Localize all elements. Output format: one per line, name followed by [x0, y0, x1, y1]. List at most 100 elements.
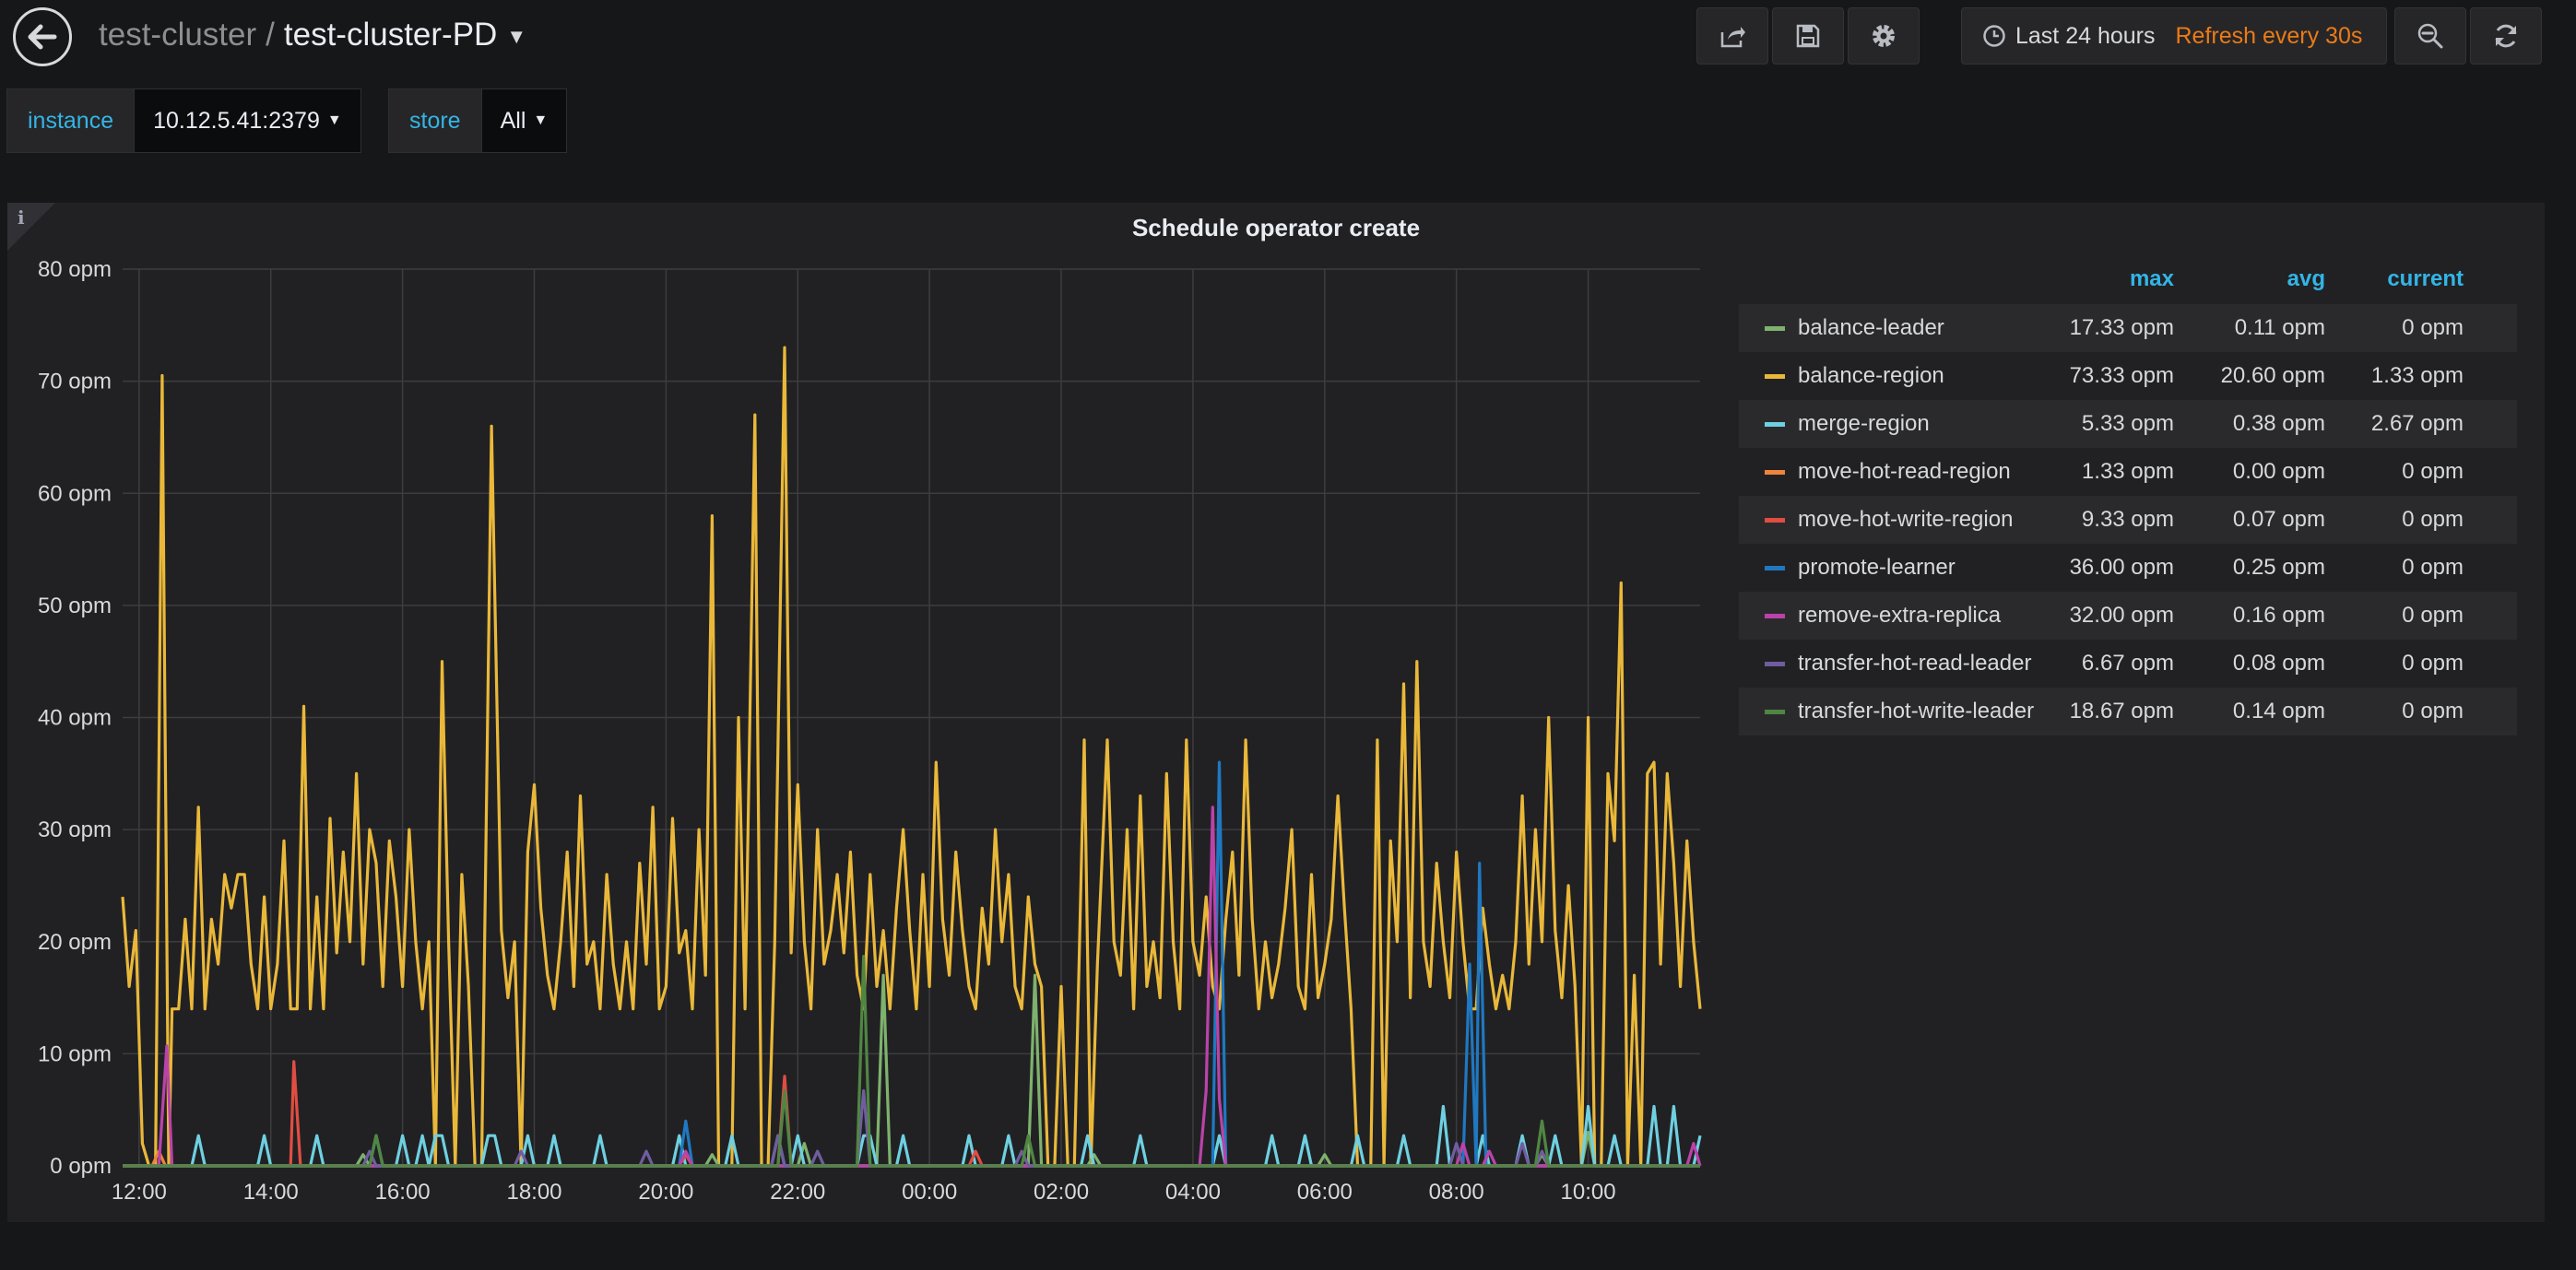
legend-avg-value: 0.38 opm — [2232, 411, 2325, 436]
legend-color-swatch[interactable] — [1765, 373, 1785, 379]
settings-button[interactable] — [1848, 7, 1920, 65]
legend-series-name: move-hot-write-region — [1798, 507, 2014, 532]
legend-current-value: 0 opm — [2402, 507, 2464, 532]
refresh-interval-label: Refresh every 30s — [2175, 22, 2363, 49]
clock-icon — [1983, 25, 2005, 47]
legend-current-value: 0 opm — [2402, 459, 2464, 484]
caret-down-icon[interactable]: ▼ — [506, 24, 527, 48]
legend-max-value: 5.33 opm — [2081, 411, 2174, 436]
legend-color-swatch[interactable] — [1765, 469, 1785, 475]
dashboard-title[interactable]: test-cluster / test-cluster-PD ▼ — [99, 17, 526, 53]
x-tick-label: 20:00 — [638, 1180, 693, 1205]
x-tick-label: 22:00 — [770, 1180, 825, 1205]
legend-item-transfer-hot-read-leader[interactable]: transfer-hot-read-leader 6.67 opm 0.08 opm… — [1739, 640, 2517, 688]
y-tick-label: 20 opm — [38, 930, 112, 955]
legend-current-value: 0 opm — [2402, 603, 2464, 628]
save-icon — [1796, 24, 1820, 48]
legend-item-promote-learner[interactable]: promote-learner 36.00 opm 0.25 opm 0 opm — [1739, 544, 2517, 592]
instance-variable: instance 10.12.5.41:2379 ▼ — [6, 88, 361, 153]
legend-series-name: remove-extra-replica — [1798, 603, 2002, 628]
legend-item-balance-region[interactable]: balance-region 73.33 opm 20.60 opm 1.33 opm — [1739, 352, 2517, 400]
series-line-balance-region[interactable] — [121, 346, 1702, 1168]
legend-avg-value: 0.07 opm — [2232, 507, 2325, 532]
panel-title[interactable]: Schedule operator create — [1131, 214, 1421, 241]
x-tick-label: 10:00 — [1561, 1180, 1616, 1205]
title-separator: / — [266, 17, 275, 53]
arrow-left-icon — [28, 24, 57, 50]
legend-item-merge-region[interactable]: merge-region 5.33 opm 0.38 opm 2.67 opm — [1739, 400, 2517, 448]
legend-max-value: 73.33 opm — [2069, 363, 2174, 388]
legend-avg-value: 0.14 opm — [2232, 699, 2325, 723]
graph-legend: max avg current balance-leader 17.33 opm 0… — [1739, 254, 2517, 735]
legend-item-transfer-hot-write-leader[interactable]: transfer-hot-write-leader 18.67 opm 0.14 o… — [1739, 688, 2517, 735]
legend-item-move-hot-write-region[interactable]: move-hot-write-region 9.33 opm 0.07 opm 0 o… — [1739, 496, 2517, 544]
graph-plot[interactable]: 0 opm 10 opm 20 opm 30 opm 40 opm 50 opm 60 op… — [7, 203, 1722, 1222]
back-button[interactable] — [13, 7, 72, 66]
legend-series-name: promote-learner — [1798, 555, 1956, 580]
instance-variable-select[interactable]: 10.12.5.41:2379 ▼ — [134, 88, 361, 153]
x-tick-label: 14:00 — [243, 1180, 299, 1205]
gear-icon — [1873, 25, 1895, 47]
store-variable-value: All — [500, 107, 526, 134]
store-variable-label: store — [388, 88, 481, 153]
legend-column-current[interactable]: current — [2387, 266, 2464, 291]
legend-series-name: merge-region — [1798, 411, 1930, 436]
legend-color-swatch[interactable] — [1765, 421, 1785, 427]
dashboard-name[interactable]: test-cluster-PD — [283, 17, 498, 53]
legend-series-name: transfer-hot-write-leader — [1798, 699, 2035, 723]
info-icon[interactable]: i — [18, 206, 25, 229]
y-tick-label: 50 opm — [38, 594, 112, 618]
legend-item-balance-leader[interactable]: balance-leader 17.33 opm 0.11 opm 0 opm — [1739, 304, 2517, 352]
legend-color-swatch[interactable] — [1765, 709, 1785, 714]
series-line-transfer-hot-write-leader[interactable] — [123, 955, 1700, 1168]
y-tick-label: 80 opm — [38, 257, 112, 282]
store-variable: store All ▼ — [388, 88, 568, 153]
legend-avg-value: 0.11 opm — [2234, 315, 2325, 340]
share-icon — [1720, 27, 1745, 48]
legend-max-value: 6.67 opm — [2081, 651, 2174, 676]
legend-max-value: 9.33 opm — [2081, 507, 2174, 532]
legend-current-value: 0 opm — [2402, 699, 2464, 723]
legend-color-swatch[interactable] — [1765, 325, 1785, 331]
legend-avg-value: 20.60 opm — [2220, 363, 2325, 388]
y-tick-label: 0 opm — [50, 1154, 112, 1179]
legend-avg-value: 0.00 opm — [2232, 459, 2325, 484]
store-variable-select[interactable]: All ▼ — [480, 88, 568, 153]
legend-color-swatch[interactable] — [1765, 613, 1785, 618]
x-tick-label: 08:00 — [1429, 1180, 1484, 1205]
legend-series-name: balance-region — [1798, 363, 1944, 388]
legend-max-value: 17.33 opm — [2069, 315, 2174, 340]
x-tick-label: 00:00 — [902, 1180, 957, 1205]
legend-current-value: 0 opm — [2402, 651, 2464, 676]
y-tick-label: 60 opm — [38, 481, 112, 506]
legend-max-value: 1.33 opm — [2081, 459, 2174, 484]
legend-current-value: 2.67 opm — [2370, 411, 2464, 436]
legend-series-name: move-hot-read-region — [1798, 459, 2011, 484]
share-button[interactable] — [1696, 7, 1768, 65]
x-tick-label: 04:00 — [1165, 1180, 1221, 1205]
caret-down-icon: ▼ — [533, 112, 549, 128]
legend-current-value: 1.33 opm — [2370, 363, 2464, 388]
zoom-out-button[interactable] — [2394, 7, 2466, 65]
caret-down-icon: ▼ — [326, 112, 342, 128]
refresh-button[interactable] — [2470, 7, 2542, 65]
legend-color-swatch[interactable] — [1765, 661, 1785, 666]
legend-item-move-hot-read-region[interactable]: move-hot-read-region 1.33 opm 0.00 opm 0 op… — [1739, 448, 2517, 496]
x-tick-label: 18:00 — [506, 1180, 561, 1205]
legend-avg-value: 0.16 opm — [2232, 603, 2325, 628]
legend-item-remove-extra-replica[interactable]: remove-extra-replica 32.00 opm 0.16 opm 0 o… — [1739, 592, 2517, 640]
legend-avg-value: 0.25 opm — [2232, 555, 2325, 580]
panel-info-corner[interactable] — [7, 203, 55, 251]
legend-series-name: transfer-hot-read-leader — [1798, 651, 2032, 676]
legend-column-avg[interactable]: avg — [2286, 266, 2325, 291]
legend-current-value: 0 opm — [2402, 555, 2464, 580]
legend-column-max[interactable]: max — [2129, 266, 2174, 291]
legend-color-swatch[interactable] — [1765, 517, 1785, 523]
save-button[interactable] — [1772, 7, 1844, 65]
legend-series-name: balance-leader — [1798, 315, 1944, 340]
legend-color-swatch[interactable] — [1765, 565, 1785, 570]
y-tick-label: 40 opm — [38, 706, 112, 731]
x-tick-label: 06:00 — [1297, 1180, 1353, 1205]
time-picker-button[interactable]: Last 24 hours Refresh every 30s — [1961, 7, 2387, 65]
folder-name[interactable]: test-cluster — [99, 17, 257, 53]
